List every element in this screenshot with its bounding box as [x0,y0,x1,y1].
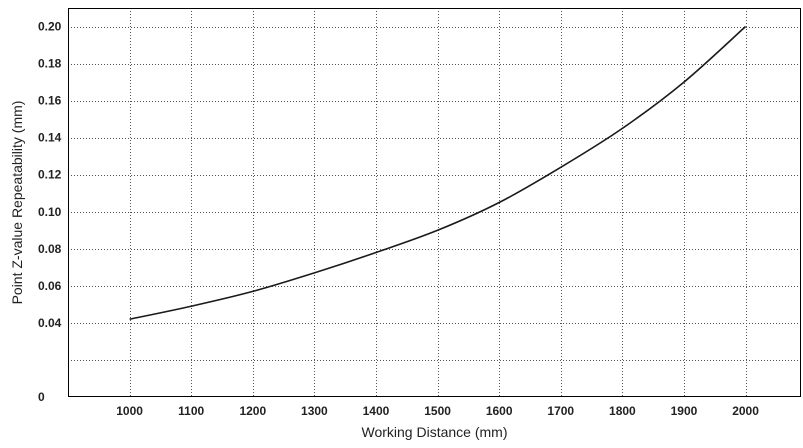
y-tick-label: 0.16 [38,94,62,108]
y-tick-label: 0.06 [38,279,62,293]
grid [68,8,801,397]
x-tick-label: 1100 [178,404,204,418]
x-tick-label: 2000 [732,404,759,418]
x-tick-label: 1600 [486,404,513,418]
x-tick-label: 1700 [547,404,574,418]
series-line [129,25,747,320]
y-axis-title: Point Z-value Repeatability (mm) [9,101,25,305]
x-tick-label: 1000 [116,404,143,418]
x-axis-title: Working Distance (mm) [362,424,508,440]
x-tick-label: 1400 [363,404,390,418]
x-tick-label: 1900 [671,404,698,418]
x-tick-label: 1300 [301,404,328,418]
x-tick-label: 1800 [609,404,636,418]
y-tick-label: 0.04 [38,316,62,330]
y-tick-label: 0.08 [38,242,62,256]
series-layer [129,25,747,320]
axis-ticks: 1000 1100 1200 1300 1400 1500 1600 1700 1800 1900… [38,20,759,418]
y-tick-label: 0.14 [38,131,62,145]
y-tick-label: 0.12 [38,168,62,182]
x-tick-label: 1500 [424,404,451,418]
y-tick-label: 0.10 [38,205,62,219]
y-tick-label: 0.18 [38,57,62,71]
plot-frame [68,8,801,397]
x-tick-label: 1200 [239,404,266,418]
y-tick-label: 0.20 [38,20,62,34]
y-tick-label: 0 [38,390,45,404]
